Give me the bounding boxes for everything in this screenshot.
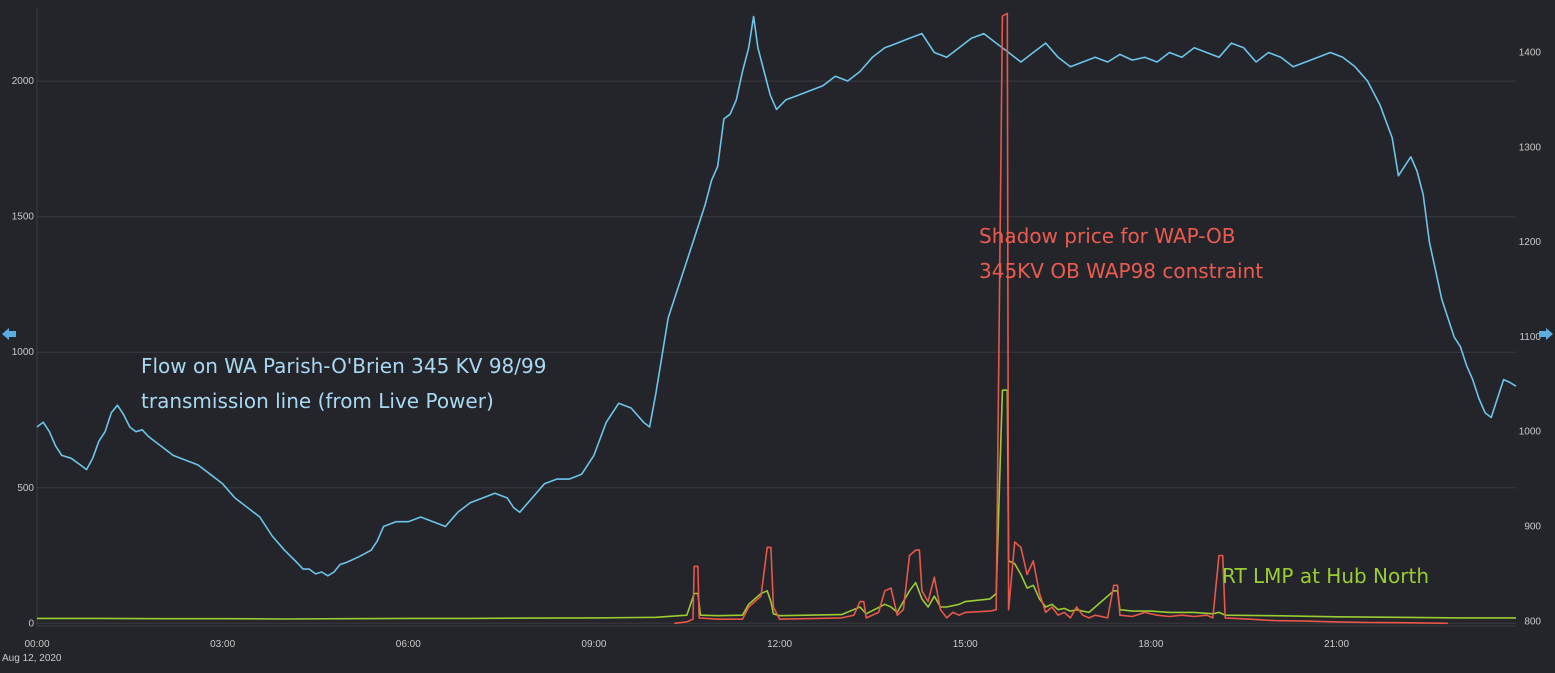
x-tick-label: 15:00 <box>953 639 978 650</box>
y-left-tick-label: 2000 <box>12 76 35 87</box>
annotation-rt-lmp-line: RT LMP at Hub North <box>1222 564 1429 588</box>
x-date-label: Aug 12, 2020 <box>2 653 62 664</box>
x-tick-label: 06:00 <box>396 639 421 650</box>
annotation-shadow-price-line: 345KV OB WAP98 constraint <box>979 259 1263 283</box>
y-left-tick-label: 1500 <box>12 212 35 223</box>
right-arrow-icon <box>1539 328 1553 340</box>
x-tick-label: 18:00 <box>1138 639 1163 650</box>
series-shadow-price-line <box>674 12 1448 625</box>
left-arrow-icon <box>2 328 16 340</box>
y-right-tick-label: 1100 <box>1519 332 1541 343</box>
x-tick-label: 12:00 <box>767 639 792 650</box>
series-flow-line <box>36 15 1517 577</box>
x-tick-label: 09:00 <box>581 639 606 650</box>
y-right-tick-label: 1300 <box>1519 142 1542 153</box>
y-right-tick-label: 1400 <box>1519 48 1542 59</box>
y-left-tick-label: 0 <box>28 618 34 629</box>
y-right-tick-label: 1000 <box>1519 427 1542 438</box>
annotation-flow-line: transmission line (from Live Power) <box>141 389 494 413</box>
x-tick-label: 00:00 <box>24 639 49 650</box>
x-tick-label: 21:00 <box>1324 639 1349 650</box>
y-left-tick-label: 1000 <box>12 347 35 358</box>
series-rt-lmp-line <box>37 389 1516 620</box>
annotation-shadow-price-line: Shadow price for WAP-OB <box>979 224 1235 248</box>
y-right-tick-label: 800 <box>1524 616 1541 627</box>
x-tick-label: 03:00 <box>210 639 235 650</box>
y-right-tick-label: 1200 <box>1519 237 1542 248</box>
annotation-flow-line: Flow on WA Parish-O'Brien 345 KV 98/99 <box>141 354 546 378</box>
y-right-tick-label: 900 <box>1524 521 1541 532</box>
y-left-tick-label: 500 <box>17 483 34 494</box>
